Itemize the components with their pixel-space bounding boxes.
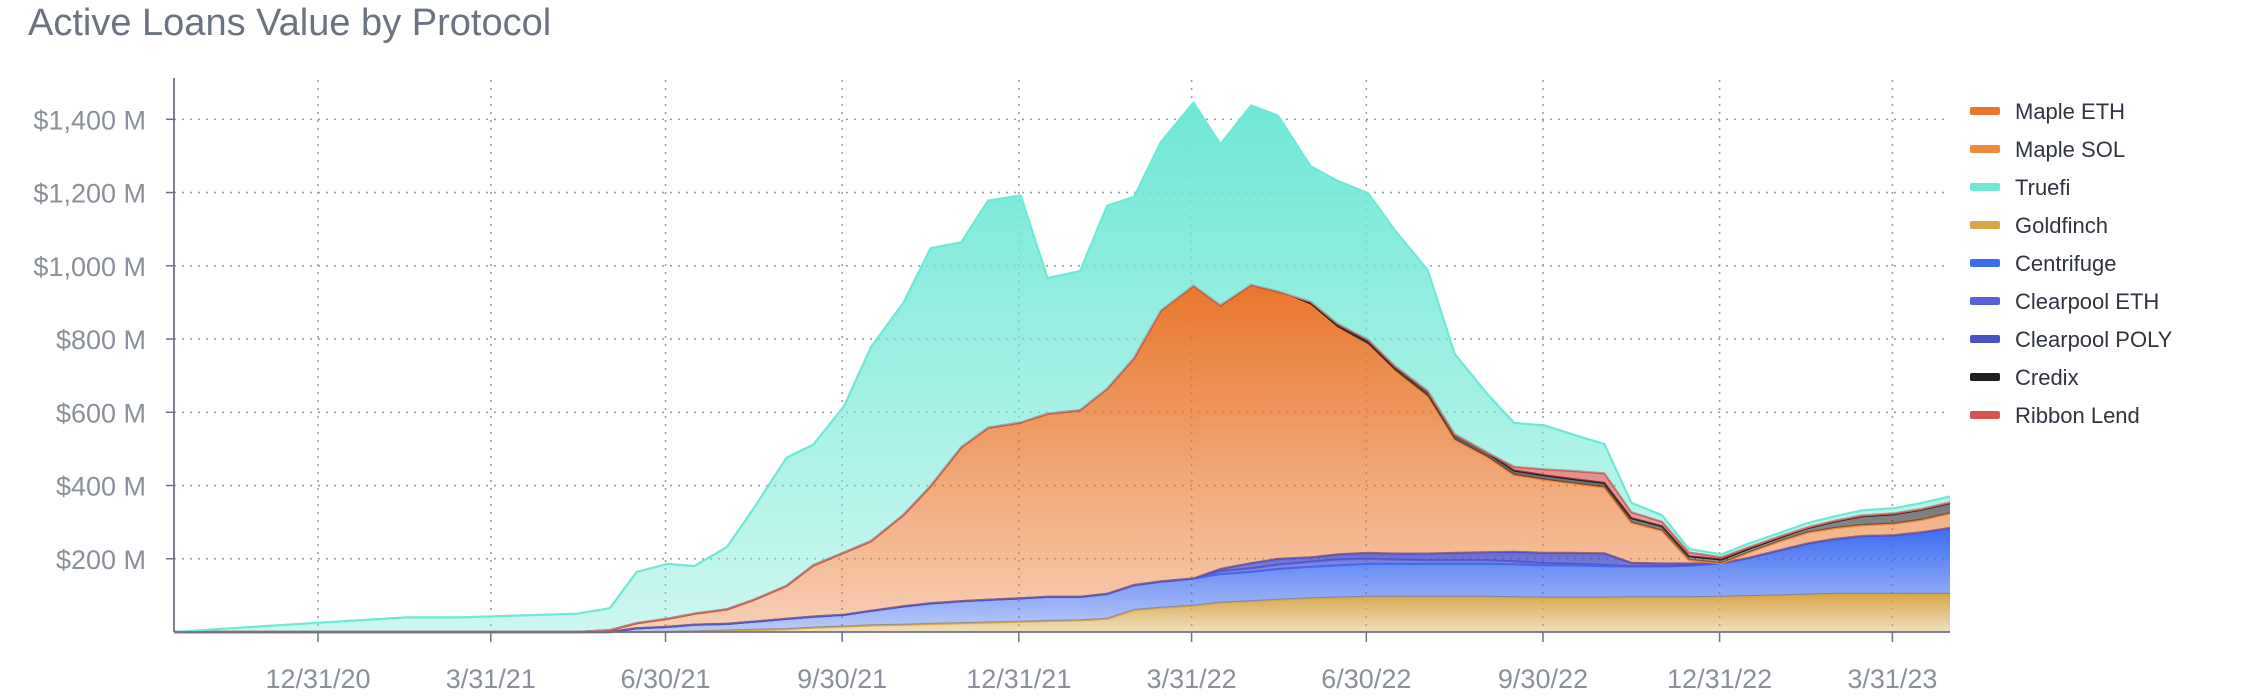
axes: $200 M $400 M $600 M $800 M $1,000 M $1,200 M…	[33, 78, 1950, 694]
x-tick-label: 6/30/22	[1321, 664, 1411, 694]
legend-swatch	[1970, 221, 2000, 229]
legend-swatch	[1970, 107, 2000, 115]
legend-swatch	[1970, 145, 2000, 153]
y-tick-label: $1,400 M	[33, 105, 146, 135]
legend-label: Credix	[2015, 365, 2079, 390]
legend-swatch	[1970, 411, 2000, 419]
area-maple-eth	[174, 284, 1950, 632]
y-tick-label: $200 M	[56, 545, 146, 575]
legend-label: Maple SOL	[2015, 137, 2125, 162]
legend-label: Truefi	[2015, 175, 2070, 200]
legend-label: Goldfinch	[2015, 213, 2108, 238]
x-tick-label: 12/31/20	[265, 664, 370, 694]
legend-swatch	[1970, 183, 2000, 191]
x-tick-label: 12/31/22	[1667, 664, 1772, 694]
chart-title: Active Loans Value by Protocol	[28, 2, 552, 44]
legend-label: Ribbon Lend	[2015, 403, 2140, 428]
x-tick-label: 3/31/22	[1147, 664, 1237, 694]
y-tick-label: $600 M	[56, 398, 146, 428]
x-tick-label: 9/30/21	[797, 664, 887, 694]
area-clearpool-poly	[174, 528, 1950, 632]
y-tick-label: $400 M	[56, 472, 146, 502]
x-tick-label: 3/31/23	[1847, 664, 1937, 694]
legend-label: Maple ETH	[2015, 99, 2125, 124]
area-centrifuge	[174, 528, 1950, 632]
x-tick-label: 6/30/21	[620, 664, 710, 694]
legend-label: Clearpool POLY	[2015, 327, 2173, 352]
legend: Maple ETH Maple SOL Truefi Goldfinch Centrif…	[1970, 99, 2173, 428]
area-truefi	[174, 102, 1950, 632]
legend-swatch	[1970, 259, 2000, 267]
y-tick-label: $1,000 M	[33, 252, 146, 282]
y-tick-label: $800 M	[56, 325, 146, 355]
legend-label: Centrifuge	[2015, 251, 2117, 276]
line-truefi	[173, 101, 1951, 634]
legend-swatch	[1970, 373, 2000, 381]
x-tick-label: 12/31/21	[966, 664, 1071, 694]
x-tick-label: 9/30/22	[1498, 664, 1588, 694]
legend-swatch	[1970, 297, 2000, 305]
area-goldfinch	[174, 593, 1950, 632]
legend-label: Clearpool ETH	[2015, 289, 2159, 314]
area-series	[173, 101, 1951, 634]
x-tick-label: 3/31/21	[446, 664, 536, 694]
legend-swatch	[1970, 335, 2000, 343]
y-tick-label: $1,200 M	[33, 179, 146, 209]
